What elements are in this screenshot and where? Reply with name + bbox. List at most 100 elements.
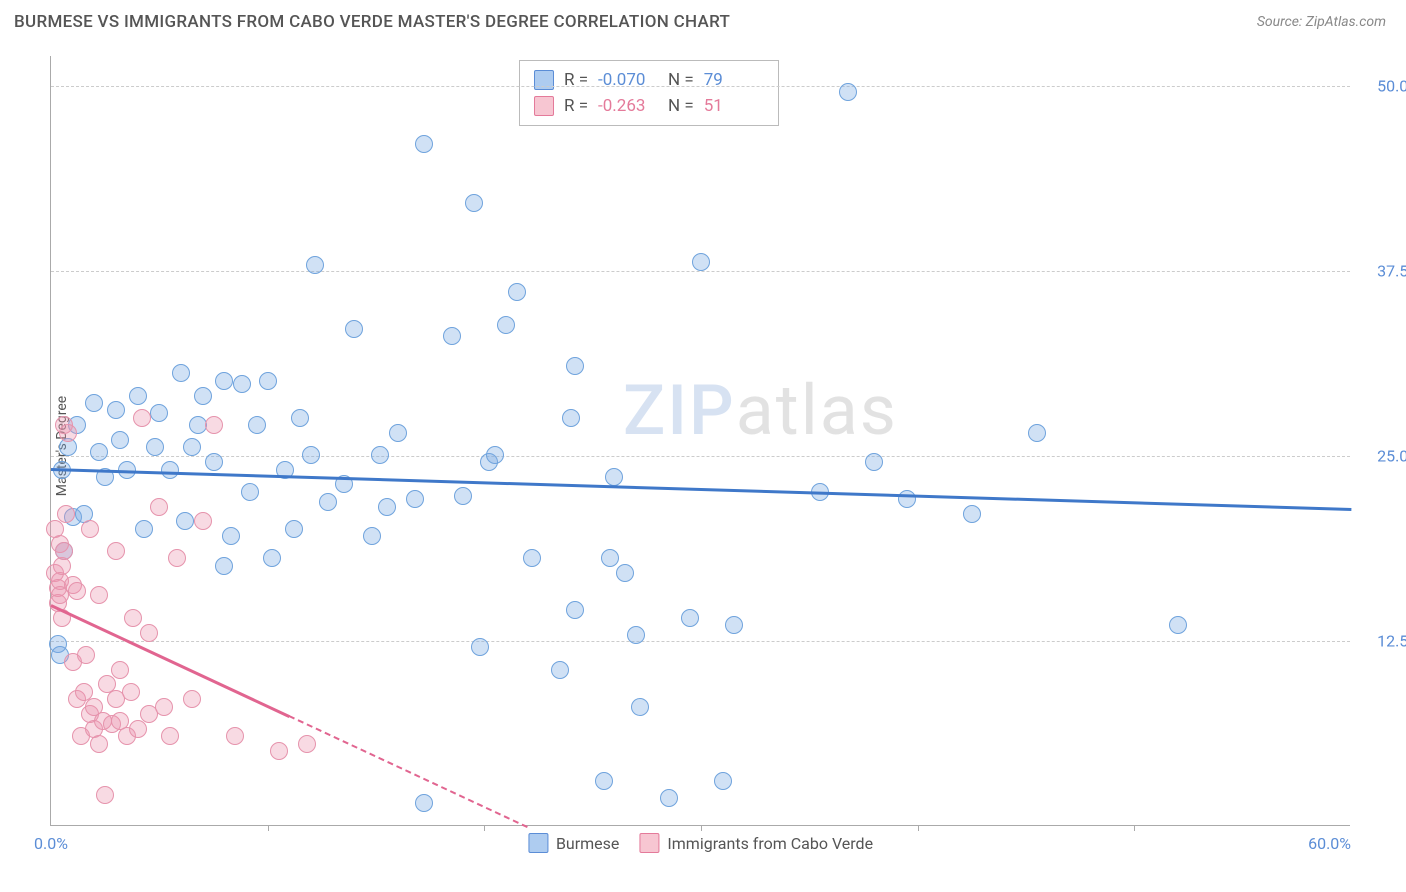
- data-point: [270, 742, 288, 760]
- data-point: [226, 727, 244, 745]
- data-point: [90, 586, 108, 604]
- data-point: [90, 735, 108, 753]
- x-tick-mark: [268, 825, 269, 831]
- data-point: [389, 424, 407, 442]
- data-point: [714, 772, 732, 790]
- data-point: [81, 520, 99, 538]
- x-tick-label: 60.0%: [1308, 834, 1351, 853]
- stats-legend-box: R =-0.070N =79R =-0.263N =51: [519, 60, 779, 126]
- data-point: [605, 468, 623, 486]
- chart-title: BURMESE VS IMMIGRANTS FROM CABO VERDE MA…: [14, 12, 730, 32]
- x-tick-mark: [918, 825, 919, 831]
- data-point: [205, 453, 223, 471]
- data-point: [471, 638, 489, 656]
- data-point: [129, 720, 147, 738]
- legend-label: Immigrants from Cabo Verde: [667, 834, 873, 853]
- data-point: [57, 505, 75, 523]
- gridline: [51, 86, 1350, 87]
- x-tick-mark: [1134, 825, 1135, 831]
- r-value: -0.070: [598, 70, 658, 90]
- data-point: [363, 527, 381, 545]
- data-point: [194, 387, 212, 405]
- data-point: [319, 493, 337, 511]
- data-point: [161, 727, 179, 745]
- data-point: [111, 431, 129, 449]
- data-point: [263, 549, 281, 567]
- data-point: [168, 549, 186, 567]
- data-point: [111, 661, 129, 679]
- data-point: [285, 520, 303, 538]
- data-point: [306, 256, 324, 274]
- data-point: [96, 786, 114, 804]
- data-point: [161, 461, 179, 479]
- data-point: [1169, 616, 1187, 634]
- data-point: [124, 609, 142, 627]
- data-point: [248, 416, 266, 434]
- n-value: 51: [704, 96, 764, 116]
- data-point: [523, 549, 541, 567]
- data-point: [55, 542, 73, 560]
- data-point: [241, 483, 259, 501]
- x-tick-mark: [484, 825, 485, 831]
- watermark-atlas: atlas: [736, 370, 898, 452]
- data-point: [150, 498, 168, 516]
- y-tick-label: 25.0%: [1360, 446, 1406, 465]
- gridline: [51, 641, 1350, 642]
- data-point: [215, 372, 233, 390]
- y-tick-label: 12.5%: [1360, 631, 1406, 650]
- data-point: [566, 601, 584, 619]
- legend-item: Burmese: [528, 833, 619, 853]
- data-point: [865, 453, 883, 471]
- n-label: N =: [668, 70, 694, 90]
- r-label: R =: [564, 70, 588, 90]
- data-point: [259, 372, 277, 390]
- data-point: [155, 698, 173, 716]
- gridline: [51, 456, 1350, 457]
- data-point: [183, 438, 201, 456]
- data-point: [631, 698, 649, 716]
- stats-row: R = -0.070 N = 79: [534, 67, 764, 93]
- data-point: [122, 683, 140, 701]
- data-point: [616, 564, 634, 582]
- x-tick-label: 0.0%: [34, 834, 68, 853]
- data-point: [406, 490, 424, 508]
- n-value: 79: [704, 70, 764, 90]
- data-point: [601, 549, 619, 567]
- data-point: [77, 646, 95, 664]
- data-point: [172, 364, 190, 382]
- data-point: [150, 404, 168, 422]
- data-point: [1028, 424, 1046, 442]
- data-point: [194, 512, 212, 530]
- data-point: [443, 327, 461, 345]
- legend-swatch: [528, 833, 548, 853]
- data-point: [725, 616, 743, 634]
- data-point: [302, 446, 320, 464]
- x-tick-mark: [701, 825, 702, 831]
- scatter-chart: ZIPatlas R =-0.070N =79R =-0.263N =51 Bu…: [50, 56, 1350, 826]
- data-point: [898, 490, 916, 508]
- stats-row: R =-0.263N =51: [534, 93, 764, 119]
- data-point: [68, 582, 86, 600]
- r-value: -0.263: [598, 96, 658, 116]
- data-point: [298, 735, 316, 753]
- data-point: [486, 446, 504, 464]
- legend-item: Immigrants from Cabo Verde: [639, 833, 873, 853]
- y-tick-label: 50.0%: [1360, 76, 1406, 95]
- data-point: [681, 609, 699, 627]
- data-point: [465, 194, 483, 212]
- r-label: R =: [564, 96, 588, 116]
- data-point: [133, 409, 151, 427]
- data-point: [508, 283, 526, 301]
- source-label: Source: ZipAtlas.com: [1257, 14, 1386, 30]
- legend-swatch: [639, 833, 659, 853]
- data-point: [205, 416, 223, 434]
- watermark: ZIPatlas: [623, 370, 898, 452]
- bottom-legend: Burmese Immigrants from Cabo Verde: [528, 833, 873, 853]
- data-point: [140, 624, 158, 642]
- data-point: [85, 394, 103, 412]
- data-point: [222, 527, 240, 545]
- legend-label: Burmese: [556, 834, 619, 853]
- y-tick-label: 37.5%: [1360, 261, 1406, 280]
- data-point: [135, 520, 153, 538]
- data-point: [497, 316, 515, 334]
